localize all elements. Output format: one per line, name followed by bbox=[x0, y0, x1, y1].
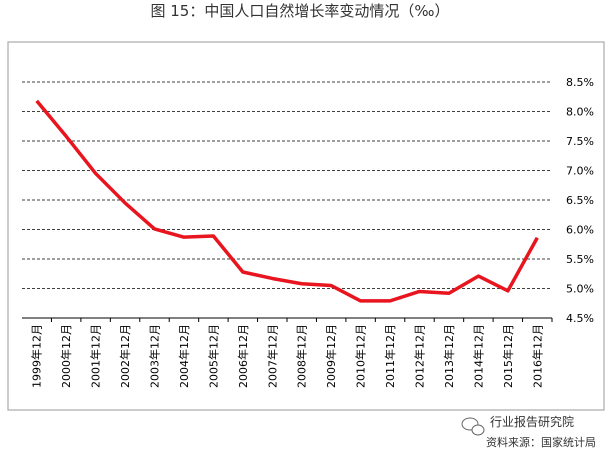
y-tick-label: 7.0% bbox=[566, 165, 594, 178]
x-tick-label: 2009年12月 bbox=[324, 324, 338, 388]
y-tick-label: 5.5% bbox=[566, 253, 594, 266]
x-tick-label: 2004年12月 bbox=[177, 324, 191, 388]
y-tick-label: 4.5% bbox=[566, 312, 594, 325]
wechat-icon bbox=[461, 417, 485, 436]
x-tick-label: 2011年12月 bbox=[383, 324, 397, 388]
x-tick-label: 2014年12月 bbox=[471, 324, 485, 388]
x-tick-label: 2000年12月 bbox=[59, 324, 73, 388]
x-tick-label: 2007年12月 bbox=[265, 324, 279, 388]
x-tick-label: 2008年12月 bbox=[295, 324, 309, 388]
x-tick-label: 2013年12月 bbox=[442, 324, 456, 388]
x-tick-label: 2016年12月 bbox=[530, 324, 544, 388]
brand: 行业报告研究院 bbox=[490, 414, 574, 429]
x-tick-label: 2010年12月 bbox=[354, 324, 368, 388]
y-tick-label: 6.0% bbox=[566, 224, 594, 237]
line bbox=[35, 99, 539, 303]
y-tick-label: 6.5% bbox=[566, 194, 594, 207]
x-tick-label: 2003年12月 bbox=[148, 324, 162, 388]
y-tick-label: 7.5% bbox=[566, 135, 594, 148]
x-tick-label: 2012年12月 bbox=[413, 324, 427, 388]
x-tick-label: 2005年12月 bbox=[206, 324, 220, 388]
x-tick-label: 2002年12月 bbox=[118, 324, 132, 388]
x-tick-label: 1999年12月 bbox=[30, 324, 44, 388]
y-tick-label: 5.0% bbox=[566, 283, 594, 296]
chart-title: 图 15：中国人口自然增长率变动情况（‰） bbox=[151, 2, 450, 20]
x-tick-label: 2015年12月 bbox=[501, 324, 515, 388]
y-tick-label: 8.0% bbox=[566, 106, 594, 119]
chart-frame bbox=[7, 41, 605, 411]
source: 资料来源：国家统计局 bbox=[486, 435, 596, 449]
x-tick-label: 2001年12月 bbox=[89, 324, 103, 388]
y-tick-label: 8.5% bbox=[566, 76, 594, 89]
x-tick-label: 2006年12月 bbox=[236, 324, 250, 388]
